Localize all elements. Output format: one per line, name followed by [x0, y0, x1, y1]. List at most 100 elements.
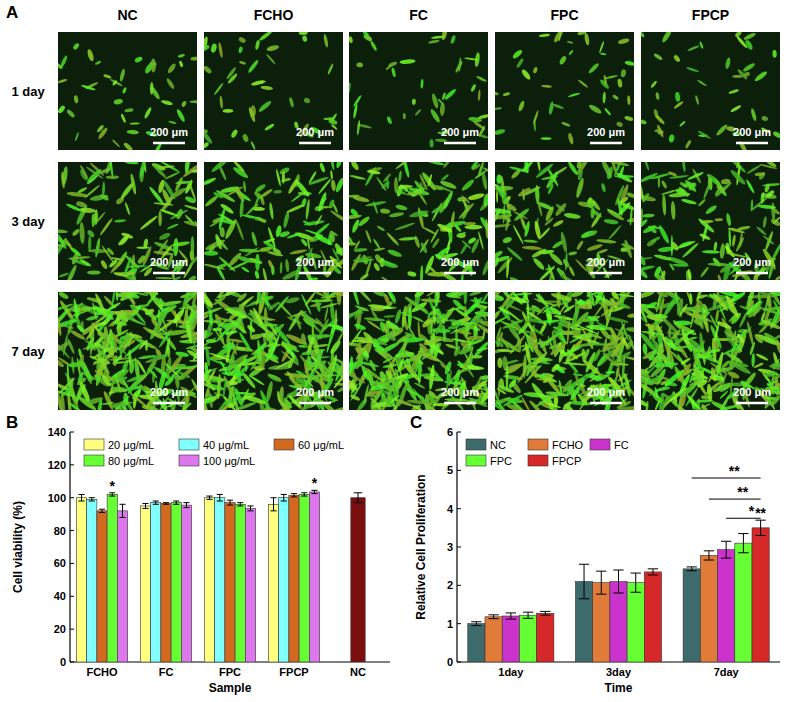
cell [210, 162, 229, 174]
cell [404, 295, 427, 313]
cell [568, 251, 577, 256]
cell [117, 234, 130, 247]
cell [251, 79, 266, 86]
cell [379, 370, 387, 381]
cell [697, 79, 708, 87]
cell [687, 269, 692, 280]
cell [655, 92, 660, 100]
cell [604, 107, 612, 116]
cell [298, 345, 308, 348]
cell [661, 189, 678, 196]
cell [447, 324, 460, 330]
cell [772, 131, 780, 139]
cell [516, 58, 525, 69]
cell [224, 218, 238, 240]
cell [310, 333, 323, 340]
cell [256, 292, 262, 306]
cell [603, 218, 618, 225]
micrograph: 200 μm [489, 155, 641, 288]
cell [260, 85, 273, 90]
cell [567, 162, 579, 176]
cell [204, 129, 213, 144]
cell [349, 82, 351, 93]
cell [103, 73, 112, 79]
cell [66, 108, 76, 118]
cell [79, 222, 85, 244]
cell [85, 166, 104, 180]
cell [253, 333, 264, 338]
cells [204, 32, 338, 150]
cell [471, 355, 482, 359]
cell [495, 107, 502, 111]
cell [305, 229, 322, 236]
cell [58, 318, 77, 329]
cell [218, 208, 227, 230]
cell [267, 227, 277, 249]
cell [414, 108, 421, 116]
cell [249, 375, 265, 386]
cell [754, 70, 769, 83]
cell [251, 231, 259, 246]
cell [577, 200, 592, 208]
cell [234, 186, 246, 203]
cell [81, 84, 96, 91]
cell [468, 116, 482, 123]
cell [204, 329, 208, 339]
cell [661, 32, 673, 44]
cell [274, 295, 290, 313]
cell [86, 229, 95, 238]
cell [641, 172, 658, 184]
cell [436, 307, 443, 318]
cell [317, 191, 328, 212]
cell [754, 172, 765, 176]
cell [538, 227, 551, 240]
scale-bar-label: 200 μm [733, 126, 771, 138]
cell [729, 168, 747, 185]
column-header: FPC [551, 7, 579, 23]
cell [455, 327, 458, 352]
cell [461, 178, 476, 192]
cell [673, 54, 681, 63]
cell [775, 274, 780, 280]
cell [265, 380, 274, 402]
cell [307, 355, 312, 370]
image-background [641, 32, 780, 150]
cell [467, 237, 477, 245]
cell [74, 132, 79, 142]
cell [454, 224, 462, 233]
cell [386, 116, 393, 125]
cell [713, 241, 717, 251]
cells [641, 162, 780, 280]
cell [103, 326, 108, 349]
cell [120, 113, 126, 123]
cell [441, 173, 450, 181]
cell [568, 49, 574, 55]
scale-bar [444, 272, 476, 275]
scale-bar [299, 142, 331, 145]
cell [658, 176, 660, 188]
cell [136, 337, 158, 351]
cell [385, 64, 392, 71]
cell [398, 237, 417, 241]
cell [314, 233, 334, 247]
cell [715, 218, 724, 221]
cell [459, 365, 484, 371]
cell [738, 140, 749, 150]
cells [495, 292, 634, 410]
cell [204, 176, 217, 186]
cell [222, 395, 241, 407]
cell [74, 383, 83, 404]
cell [246, 324, 256, 333]
cell [215, 318, 228, 330]
cell [336, 332, 343, 344]
cell [218, 42, 224, 58]
cell [544, 217, 554, 227]
cell [95, 346, 110, 360]
cell [330, 179, 336, 191]
cell [352, 94, 362, 107]
cell [576, 162, 582, 169]
cell [85, 396, 103, 407]
cell [264, 296, 270, 309]
micrograph: 200 μm [51, 154, 203, 288]
cell [166, 223, 179, 230]
